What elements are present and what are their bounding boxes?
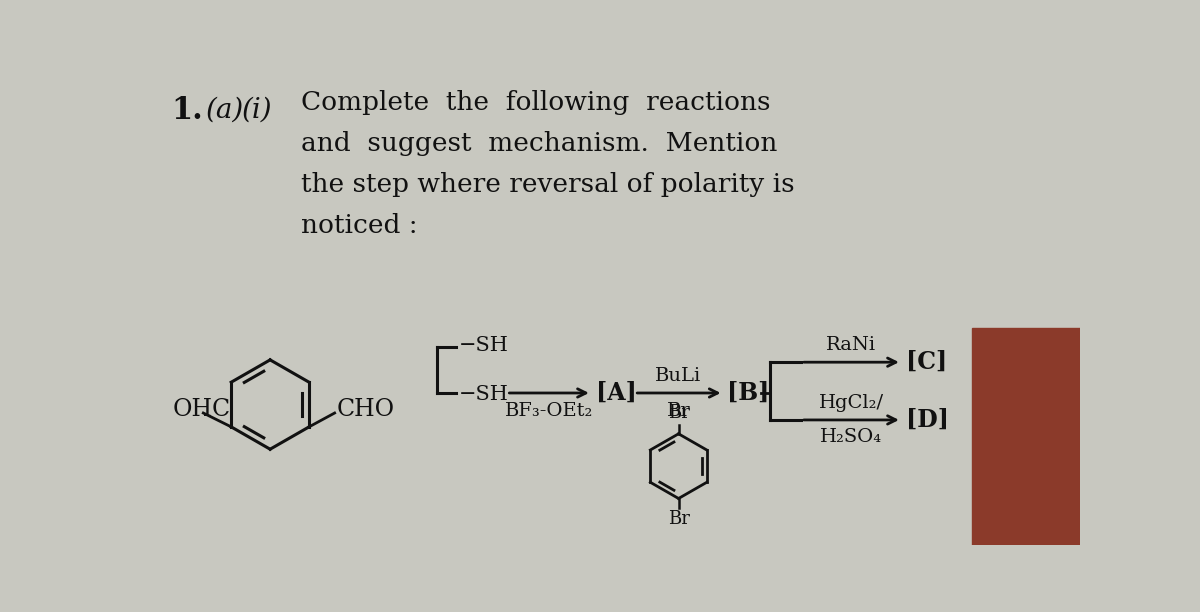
Text: (a): (a) — [206, 97, 244, 124]
Text: BuLi: BuLi — [655, 367, 702, 386]
Text: OHC: OHC — [173, 398, 230, 420]
Text: [A]: [A] — [595, 381, 636, 405]
Text: [D]: [D] — [906, 408, 949, 432]
Text: Br: Br — [667, 402, 690, 420]
Text: RaNi: RaNi — [827, 337, 876, 354]
Text: the step where reversal of polarity is: the step where reversal of polarity is — [301, 172, 794, 197]
Text: Br: Br — [667, 510, 690, 528]
Text: (i): (i) — [241, 97, 272, 124]
Bar — [972, 327, 1080, 545]
Text: and  suggest  mechanism.  Mention: and suggest mechanism. Mention — [301, 131, 778, 156]
Text: [B]: [B] — [727, 381, 769, 405]
Text: CHO: CHO — [336, 398, 395, 420]
Text: HgCl₂/: HgCl₂/ — [818, 394, 884, 412]
Text: noticed :: noticed : — [301, 213, 418, 238]
Text: Complete  the  following  reactions: Complete the following reactions — [301, 91, 770, 116]
Text: H₂SO₄: H₂SO₄ — [821, 428, 882, 446]
Text: BF₃-OEt₂: BF₃-OEt₂ — [505, 402, 593, 420]
Text: −SH: −SH — [460, 385, 509, 404]
Text: [C]: [C] — [906, 350, 947, 374]
Text: Br: Br — [667, 405, 690, 422]
Text: 1.: 1. — [172, 95, 204, 126]
Text: −SH: −SH — [460, 336, 509, 355]
